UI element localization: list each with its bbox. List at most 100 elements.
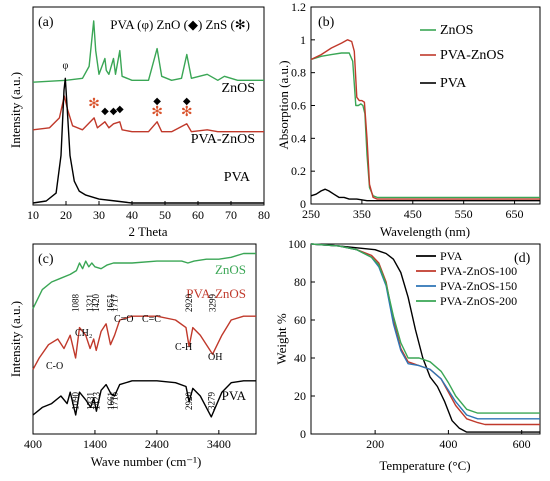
panel-b-ylabel: Absorption (a.u.) [276,60,291,149]
panel-b-ytick-label: 0.2 [291,164,306,178]
panel-c-peak-label: 1420 [91,294,101,313]
panel-d-frame [310,243,541,435]
panel-d-ytick-label: 0 [300,427,306,441]
panel-a-xtick-label: 60 [192,208,204,222]
panel-b-ytick-label: 0.4 [291,131,306,145]
panel-c-peak-label: 1717 [110,294,120,313]
panel-c-peak-label: 2920 [184,294,194,313]
panel-c-xtick-label: 3400 [207,437,231,451]
panel-c-peak-label: 3299 [208,294,218,313]
panel-b-frame [310,6,541,205]
panel-d-ytick-label: 60 [294,313,306,327]
panel-c-peak-label: 1321 [85,294,95,312]
panel-c-label-znos: ZnOS [215,262,246,277]
panel-d-xlabel: Temperature (°C) [379,458,470,473]
panel-b-ytick-label: 0.6 [291,99,306,113]
panel-c-frame [32,243,257,435]
panel-d-xtick-label: 600 [513,437,531,451]
panel-c-band-label: C=C [142,314,161,325]
panel-a-frame [32,6,265,206]
panel-c-peak-label: 1716 [110,392,120,411]
panel-a-xtick-label: 30 [93,208,105,222]
panel-d-tga: 200 400 600020406080100PVAPVA-ZnOS-100PVA-… [274,237,541,473]
panel-b-xtick-label: 250 [302,207,320,221]
panel-b-xlabel: Wavelength (nm) [380,224,470,239]
panel-b-series-pva-znos [310,39,540,200]
panel-b-legend-item: ZnOS [440,23,473,38]
panel-a-xrd: 10 20 30 40 50 60 70 80φ✻ ◆ ◆◆◆✻◆✻PVA (φ) ZnO (◆)… [8,6,270,239]
panel-c-band-label: CH₂ [75,328,92,339]
panel-a-peak-marker: ◆ [153,96,161,107]
panel-d-ytick-label: 20 [294,389,306,403]
panel-a-peak-marker: ◆ [110,106,118,117]
panel-a-label-znos: ZnOS [222,81,255,96]
panel-c-series-znos [32,252,256,309]
panel-b-xtick-label: 550 [455,207,473,221]
panel-b-legend-item: PVA-ZnOS [440,48,504,63]
panel-c-peak-label: 2920 [184,392,194,411]
panel-d-series-pva-znos-200 [310,243,540,414]
panel-c-series-pva [32,380,256,418]
panel-a-peak-marker: ✻ [151,105,163,120]
panel-a-label-pva: PVA [224,170,251,185]
panel-a-label-pva-znos: PVA-ZnOS [191,132,255,147]
panel-a-peak-marker: ◆ [116,104,124,115]
panel-a-peak-marker: ✻ [88,97,100,112]
panel-c-label-pva-znos: PVA-ZnOS [186,286,246,301]
panel-c-peak-label: 1090 [71,392,81,411]
panel-c-ylabel: Intensity (a.u.) [8,301,23,377]
panel-a-xtick-label: 80 [258,208,270,222]
panel-c-series-pva-znos [32,315,256,370]
panel-b-ytick-label: 1.2 [291,0,306,14]
panel-a-peak-marker: ◆ [183,96,191,107]
panel-a-xtick-label: 50 [159,208,171,222]
panel-b-xtick-label: 450 [404,207,422,221]
panel-c-peak-label: 1423 [91,392,101,411]
panel-d-ytick-label: 40 [294,351,306,365]
panel-c-xlabel: Wave number (cm⁻¹) [91,454,202,469]
panel-c-xtick-label: 1400 [83,437,107,451]
panel-a-peak-marker: ◆ [101,106,109,117]
panel-b-ytick-label: 0 [300,197,306,211]
panel-a-label: (a) [38,15,54,30]
panel-c-band-label: OH [208,352,222,363]
panel-a-peak-marker: φ [62,60,68,71]
panel-c-peak-label: 1651 [105,294,115,312]
panel-a-peak-marker: ✻ [181,105,193,120]
panel-a-xtick-label: 40 [126,208,138,222]
panel-c-band-label: C-H [175,342,192,353]
panel-b-xtick-label: 350 [353,207,371,221]
panel-d-label: (d) [514,251,531,266]
panel-d-xtick-label: 200 [366,437,384,451]
panel-c-peak-label: 1088 [71,294,81,313]
panel-c-label: (c) [38,252,54,267]
panel-a-xtick-label: 20 [60,208,72,222]
panel-d-legend-item: PVA-ZnOS-200 [440,294,517,308]
panel-c-xtick-label: 400 [24,437,42,451]
panel-a-xtick-label: 70 [225,208,237,222]
panel-c-band-label: C-O [46,361,63,372]
panel-a-series-pva [32,77,264,204]
panel-a-series-znos [32,20,264,83]
panel-b-ytick-label: 1 [300,33,306,47]
panel-d-ytick-label: 100 [288,237,306,251]
panel-d-xtick-label: 400 [439,437,457,451]
panel-d-legend-item: PVA-ZnOS-150 [440,279,517,293]
panel-a-xlabel: 2 Theta [128,224,167,239]
panel-d-legend-item: PVA [440,249,463,263]
panel-a-xtick-label: 10 [27,208,39,222]
panel-d-ylabel: Weight % [274,313,289,364]
panel-b-label: (b) [318,15,335,30]
panel-c-peak-label: 1661 [106,392,116,410]
panel-c-xtick-label: 2400 [145,437,169,451]
panel-b-series-pva [310,188,540,202]
panel-b-absorption: 250 350 450 550 650 0 0.2 0.4 0.6 0.8 1 1.2 ZnOS PVA-… [276,0,541,239]
panel-b-series-znos [310,52,540,199]
panel-d-legend-item: PVA-ZnOS-100 [440,264,517,278]
panel-b-xtick-label: 650 [506,207,524,221]
panel-b-ytick-label: 0.8 [291,66,306,80]
panel-b-legend-item: PVA [440,76,467,91]
panel-d-ytick-label: 80 [294,275,306,289]
